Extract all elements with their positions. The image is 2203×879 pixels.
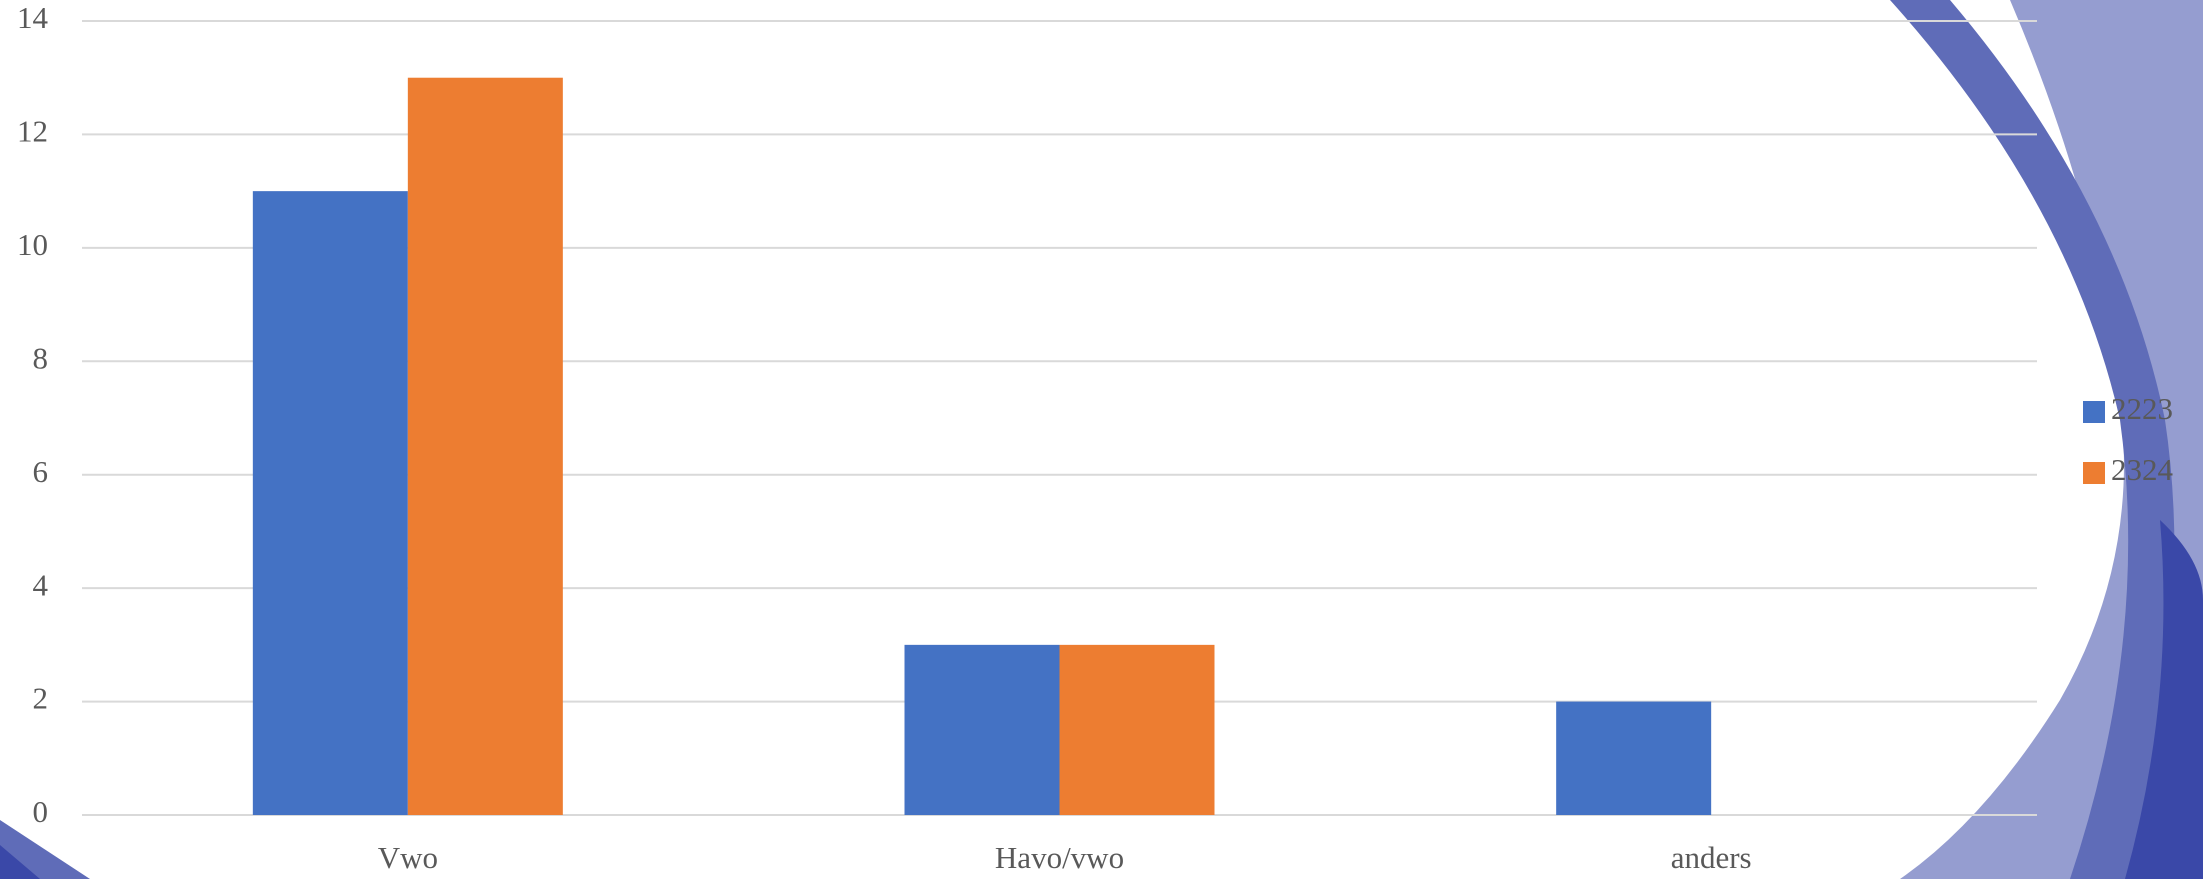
y-tick-label: 4 xyxy=(33,567,49,602)
bar xyxy=(253,191,408,815)
legend-label: 2324 xyxy=(2111,452,2174,487)
x-tick-label: Vwo xyxy=(378,840,438,875)
y-tick-label: 12 xyxy=(17,114,48,149)
y-tick-label: 10 xyxy=(17,227,48,262)
bar xyxy=(1556,702,1711,815)
y-tick-label: 2 xyxy=(33,681,49,716)
x-tick-label: anders xyxy=(1671,840,1752,875)
y-tick-label: 14 xyxy=(17,0,49,35)
bar xyxy=(905,645,1060,815)
legend-swatch xyxy=(2083,462,2105,484)
bar xyxy=(408,78,563,815)
y-tick-label: 6 xyxy=(33,454,49,489)
y-tick-label: 8 xyxy=(33,340,49,375)
y-tick-label: 0 xyxy=(33,794,49,829)
legend-label: 2223 xyxy=(2111,391,2173,426)
legend-swatch xyxy=(2083,401,2105,423)
chart: 0 2 4 6 8 10 12 14 Vwo Havo/vwo anders 2223 2324 xyxy=(0,0,2203,879)
bar xyxy=(1060,645,1215,815)
x-tick-label: Havo/vwo xyxy=(995,840,1124,875)
